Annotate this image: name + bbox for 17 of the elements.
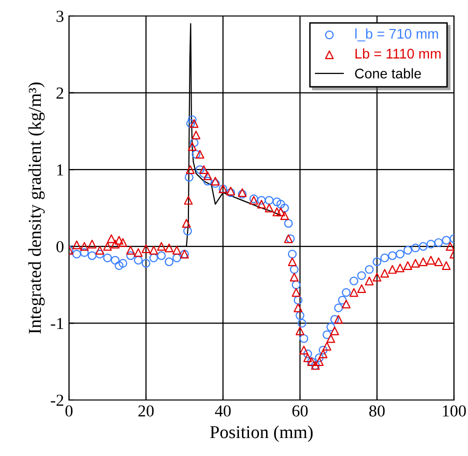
x-tick-label: 40 xyxy=(214,405,231,417)
y-tick-label: 3 xyxy=(56,10,64,22)
y-axis-title: Integrated density gradient (kg/m³) xyxy=(28,82,45,334)
legend-label: Lb = 1110 mm xyxy=(356,48,441,59)
y-tick-label: 0 xyxy=(56,241,64,252)
x-tick-label: 100 xyxy=(442,405,466,417)
legend-label: Cone table xyxy=(355,68,421,78)
y-tick-label: -1 xyxy=(50,318,64,329)
legend-label: l_b = 710 mm xyxy=(355,28,438,42)
y-tick-label: -2 xyxy=(50,394,64,406)
x-tick-label: 80 xyxy=(369,405,385,417)
x-tick-label: 0 xyxy=(65,405,73,417)
x-axis-title: Position (mm) xyxy=(210,426,313,442)
y-tick-label: 2 xyxy=(56,88,64,99)
y-tick-label: 1 xyxy=(57,164,64,176)
x-tick-label: 60 xyxy=(292,405,308,417)
x-tick-label: 20 xyxy=(138,405,154,417)
